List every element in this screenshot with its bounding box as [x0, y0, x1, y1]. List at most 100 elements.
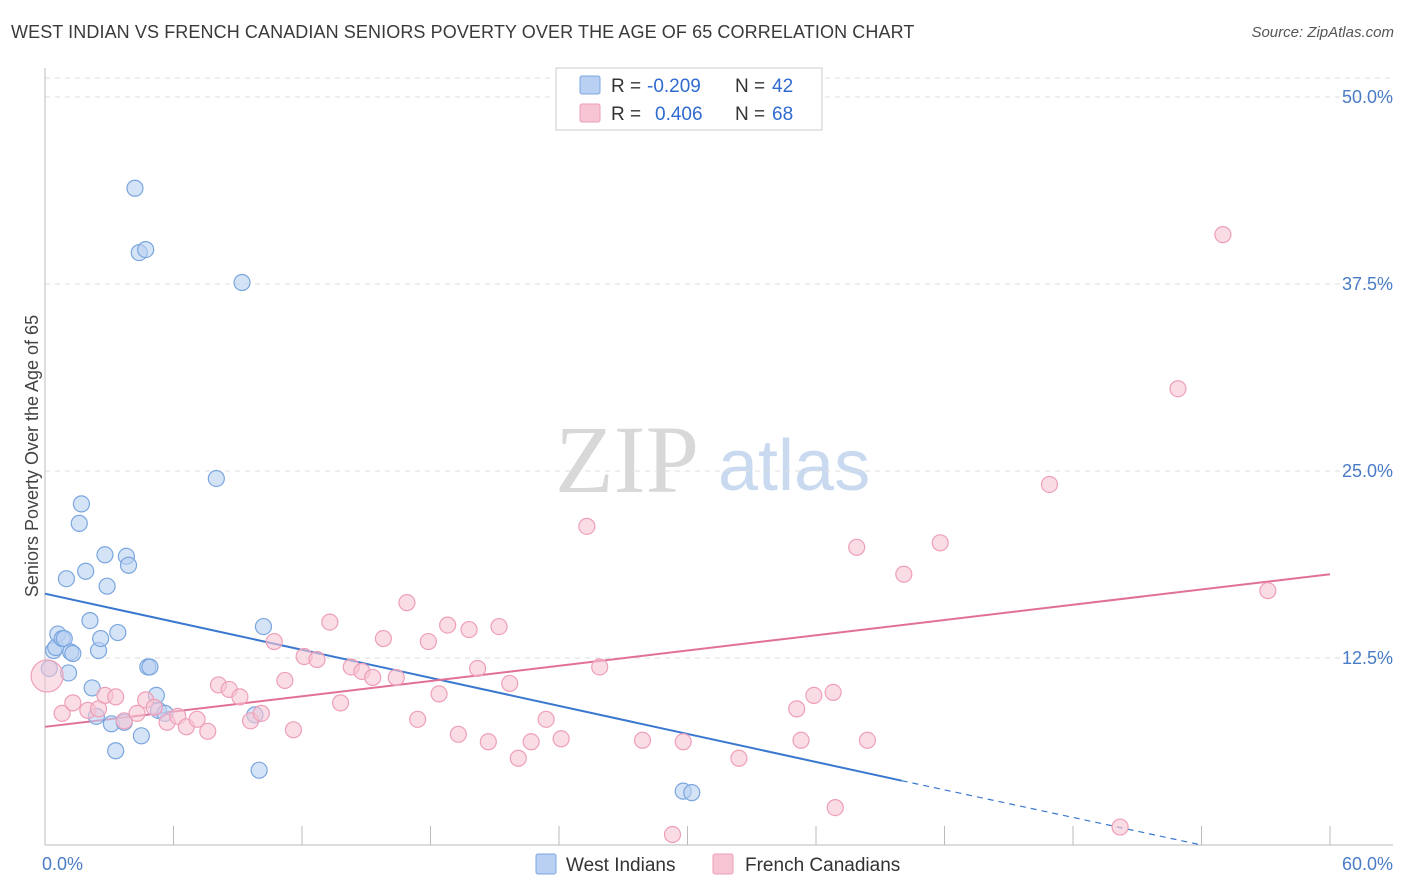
fc-point-25	[308, 650, 326, 669]
legend-swatch-french-canadians	[579, 103, 601, 123]
fc-point-43	[501, 674, 519, 693]
y-tick-label-3: 50.0%	[1342, 87, 1393, 107]
fc-point-1	[53, 704, 71, 722]
wi-point-9	[64, 644, 82, 663]
wi-point-26	[126, 179, 144, 197]
fc-point-18	[231, 688, 249, 706]
axes	[44, 68, 1393, 846]
fc-point-52	[674, 733, 692, 751]
trend-lines	[44, 573, 1331, 846]
fc-point-63	[1040, 475, 1059, 494]
fc-point-41	[479, 733, 497, 751]
bottom-legend-swatch-french-canadians	[712, 853, 734, 875]
y-tick-label-0: 12.5%	[1342, 648, 1393, 668]
x-tick-label-0: 0.0%	[42, 854, 83, 874]
fc-point-49	[591, 658, 609, 676]
series-legend: West Indians French Canadians	[535, 853, 900, 876]
fc-point-44	[509, 749, 527, 767]
trend-line-west-indians	[44, 592, 902, 782]
watermark-zip: ZIP	[555, 406, 699, 513]
fc-point-50	[633, 731, 652, 749]
legend-swatch-west-indians	[579, 75, 601, 95]
legend-r-value-1: -0.209	[647, 76, 701, 97]
bottom-legend-label-french-canadians: French Canadians	[745, 855, 900, 876]
fc-point-62	[931, 534, 949, 552]
fc-point-46	[537, 710, 555, 728]
legend-r-label-2: R =	[611, 104, 641, 125]
fc-point-60	[858, 731, 877, 749]
wi-point-10	[70, 514, 88, 532]
wi-point-17	[92, 629, 110, 648]
fc-point-15	[199, 722, 217, 740]
correlation-legend: R = -0.209 N = 42 R = 0.406 N = 68	[555, 67, 823, 131]
x-tick-labels: 0.0% 60.0%	[42, 854, 1393, 874]
y-axis-label: Seniors Poverty Over the Age of 65	[22, 315, 42, 597]
wi-point-31	[141, 658, 159, 676]
fc-point-45	[522, 733, 540, 751]
fc-point-23	[284, 721, 303, 739]
fc-point-57	[824, 683, 842, 702]
chart-title: WEST INDIAN VS FRENCH CANADIAN SENIORS P…	[11, 22, 915, 42]
fc-point-51	[663, 825, 682, 844]
fc-point-10	[145, 698, 163, 716]
source-credit: Source: ZipAtlas.com	[1251, 24, 1394, 41]
fc-point-47	[552, 730, 570, 748]
fc-point-38	[449, 725, 467, 743]
gridlines	[45, 77, 1393, 659]
fc-point-14	[188, 710, 206, 728]
fc-point-66	[1214, 226, 1232, 244]
wi-point-28	[132, 727, 150, 745]
fc-point-6	[107, 688, 125, 706]
wi-point-38	[250, 761, 268, 779]
fc-point-35	[419, 632, 437, 651]
fc-point-26	[321, 613, 339, 631]
fc-point-39	[460, 620, 478, 639]
bottom-legend-swatch-west-indians	[535, 853, 557, 875]
fc-point-54	[788, 700, 806, 718]
wi-point-11	[72, 495, 91, 513]
wi-point-6	[57, 570, 76, 588]
legend-n-value-2: 68	[772, 104, 793, 125]
fc-point-65	[1169, 380, 1187, 398]
fc-point-53	[730, 749, 748, 767]
y-tick-labels: 12.5% 25.0% 37.5% 50.0%	[1342, 87, 1393, 668]
wi-point-18	[96, 546, 114, 564]
fc-point-0	[30, 659, 64, 693]
watermark: ZIP atlas	[555, 406, 870, 513]
legend-n-label-1: N =	[735, 76, 765, 97]
fc-point-37	[439, 616, 457, 634]
wi-point-25	[119, 556, 138, 574]
fc-point-59	[848, 538, 866, 556]
trend-line-west-indians-extension	[901, 780, 1202, 846]
fc-point-33	[398, 594, 416, 612]
fc-point-40	[469, 659, 487, 678]
wi-point-12	[77, 562, 95, 580]
wi-point-14	[83, 679, 101, 697]
fc-point-31	[374, 629, 392, 648]
legend-n-value-1: 42	[772, 76, 793, 97]
bottom-legend-label-west-indians: West Indians	[566, 855, 675, 876]
wi-point-41	[683, 784, 701, 802]
wi-point-36	[233, 273, 251, 292]
wi-point-22	[109, 623, 127, 642]
fc-point-64	[1111, 818, 1129, 836]
fc-point-7	[115, 712, 133, 730]
fc-point-61	[895, 565, 913, 583]
trend-line-french-canadians	[44, 573, 1331, 728]
legend-r-label-1: R =	[611, 76, 641, 97]
fc-point-20	[252, 704, 270, 722]
fc-point-56	[805, 686, 823, 705]
legend-n-label-2: N =	[735, 104, 765, 125]
wi-point-21	[107, 742, 125, 760]
fc-point-42	[490, 617, 508, 636]
y-tick-label-1: 25.0%	[1342, 461, 1393, 481]
fc-point-36	[430, 685, 448, 703]
fc-point-48	[578, 517, 596, 535]
wi-point-39	[254, 617, 273, 636]
wi-point-19	[98, 577, 116, 595]
fc-point-22	[276, 671, 294, 690]
wi-point-35	[207, 469, 225, 488]
fc-point-30	[364, 668, 382, 687]
fc-point-8	[128, 704, 146, 722]
